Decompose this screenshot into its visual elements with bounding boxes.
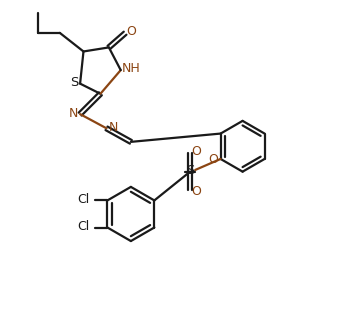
- Text: O: O: [208, 153, 218, 166]
- Text: N: N: [109, 121, 118, 134]
- Text: O: O: [191, 145, 201, 158]
- Text: O: O: [191, 185, 201, 198]
- Text: NH: NH: [121, 62, 140, 75]
- Text: Cl: Cl: [77, 220, 90, 233]
- Text: S: S: [70, 77, 78, 89]
- Text: N: N: [69, 107, 78, 120]
- Text: S: S: [186, 164, 194, 177]
- Text: O: O: [126, 25, 136, 38]
- Text: Cl: Cl: [77, 193, 90, 206]
